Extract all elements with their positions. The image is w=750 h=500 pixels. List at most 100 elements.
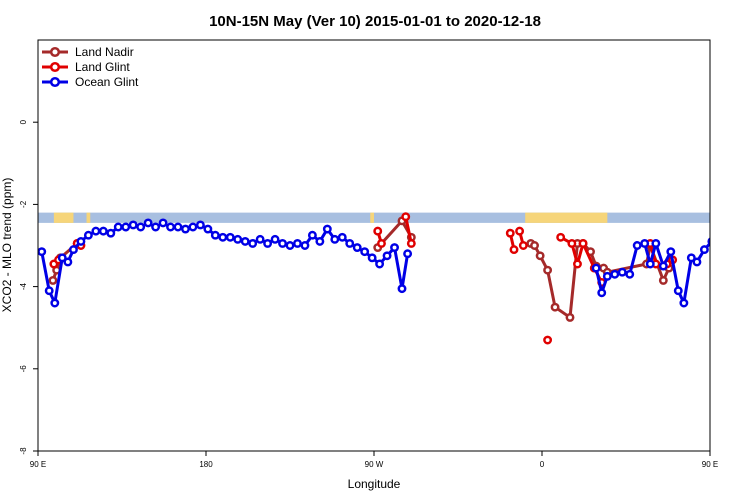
land-segment: [740, 213, 750, 223]
ocean-glint-point: [307, 230, 317, 240]
land-glint-point: [578, 238, 588, 248]
land-nadir-point: [565, 312, 575, 322]
ocean-glint-point: [666, 247, 676, 257]
ocean-glint-point: [382, 251, 392, 261]
land-segment: [716, 213, 723, 223]
ocean-glint-point: [640, 238, 650, 248]
ocean-glint-point: [218, 232, 228, 242]
ocean-glint-point: [724, 226, 730, 232]
ocean-glint-point: [240, 236, 250, 246]
ocean-glint-point: [128, 220, 138, 230]
y-axis-label: XCO2 - MLO trend (ppm): [0, 178, 14, 313]
ocean-glint-point: [352, 243, 362, 253]
ocean-glint-point: [113, 222, 123, 232]
ocean-glint-point: [225, 232, 235, 242]
ocean-glint-point: [106, 228, 116, 238]
land-nadir-point: [550, 302, 560, 312]
ocean-glint-point: [597, 288, 607, 298]
legend-marker: [49, 46, 61, 58]
land-segment: [86, 212, 91, 223]
land-glint-point: [573, 259, 582, 269]
ocean-glint-point: [255, 234, 265, 244]
x-tick-label: 90 E: [30, 460, 46, 469]
land-nadir-point: [543, 265, 553, 275]
ocean-glint-point: [195, 220, 205, 230]
ocean-glint-point: [166, 222, 175, 232]
legend-label: Ocean Glint: [75, 75, 139, 89]
x-axis-label: Longitude: [348, 477, 401, 491]
series-layer: [38, 212, 750, 345]
ocean-glint-point: [739, 228, 745, 234]
ocean-glint-point: [38, 247, 47, 257]
ocean-glint-point: [716, 232, 722, 238]
ocean-glint-point: [686, 253, 696, 263]
ocean-glint-point: [345, 238, 355, 248]
land-ocean-band: [38, 212, 750, 223]
ocean-glint-point: [403, 249, 413, 259]
ocean-glint-point: [322, 224, 332, 234]
land-glint-point: [556, 232, 566, 242]
legend-item-land-nadir: Land Nadir: [42, 45, 134, 59]
legend-item-ocean-glint: Ocean Glint: [42, 75, 139, 89]
ocean-glint-point: [375, 259, 385, 269]
land-glint-point: [505, 228, 515, 238]
ocean-glint-point: [300, 241, 310, 250]
legend-marker: [49, 76, 61, 88]
legend-marker: [49, 61, 61, 73]
land-nadir-point: [535, 251, 545, 261]
ocean-glint-point: [76, 236, 86, 246]
ocean-glint-line: [594, 241, 710, 305]
ocean-glint-point: [658, 261, 668, 271]
ocean-glint-point: [632, 241, 642, 250]
ocean-glint-point: [746, 230, 750, 236]
ocean-glint-point: [210, 230, 220, 240]
ocean-glint-point: [617, 267, 627, 277]
ocean-glint-point: [91, 226, 101, 236]
ocean-glint-point: [651, 238, 661, 248]
ocean-glint-point: [699, 245, 709, 255]
ocean-glint-point: [143, 218, 153, 228]
land-glint-point: [518, 241, 528, 250]
ocean-glint-point: [367, 253, 377, 263]
land-nadir-point: [658, 275, 668, 285]
land-glint-point: [509, 245, 519, 255]
ocean-glint-point: [360, 247, 370, 257]
land-glint-point: [567, 238, 577, 248]
ocean-glint-point: [151, 222, 161, 232]
ocean-glint-point: [397, 284, 407, 294]
ocean-glint-point: [173, 222, 183, 232]
land-segment: [370, 212, 374, 223]
ocean-glint-point: [44, 286, 54, 296]
ocean-glint-point: [625, 269, 635, 279]
land-glint-point: [377, 238, 386, 248]
x-tick-label: 180: [199, 460, 213, 469]
ocean-glint-point: [263, 238, 273, 248]
land-segment: [53, 212, 74, 223]
ocean-glint-point: [181, 224, 190, 234]
ocean-glint-point: [278, 238, 287, 248]
ocean-glint-point: [390, 243, 399, 253]
ocean-glint-point: [330, 234, 340, 244]
land-glint-point: [543, 335, 553, 345]
ocean-glint-point: [63, 257, 73, 267]
ocean-glint-point: [673, 286, 683, 296]
ocean-glint-point: [337, 232, 347, 242]
y-tick-label: 0: [19, 119, 28, 124]
legend-label: Land Nadir: [75, 45, 134, 59]
y-tick-label: -6: [19, 365, 28, 373]
ocean-glint-point: [645, 259, 655, 269]
ocean-glint-point: [610, 269, 620, 279]
x-axis: 90 E 180 90 W 0 90 E: [30, 451, 718, 469]
ocean-glint-point: [57, 253, 67, 263]
ocean-glint-point: [121, 222, 131, 232]
ocean-glint-point: [188, 222, 198, 232]
ocean-glint-point: [285, 241, 295, 250]
ocean-glint-point: [233, 234, 243, 244]
y-tick-label: -4: [19, 282, 28, 290]
ocean-glint-point: [83, 230, 93, 240]
y-tick-label: -2: [19, 200, 28, 208]
ocean-glint-point: [679, 298, 689, 308]
ocean-glint-point: [98, 226, 108, 236]
